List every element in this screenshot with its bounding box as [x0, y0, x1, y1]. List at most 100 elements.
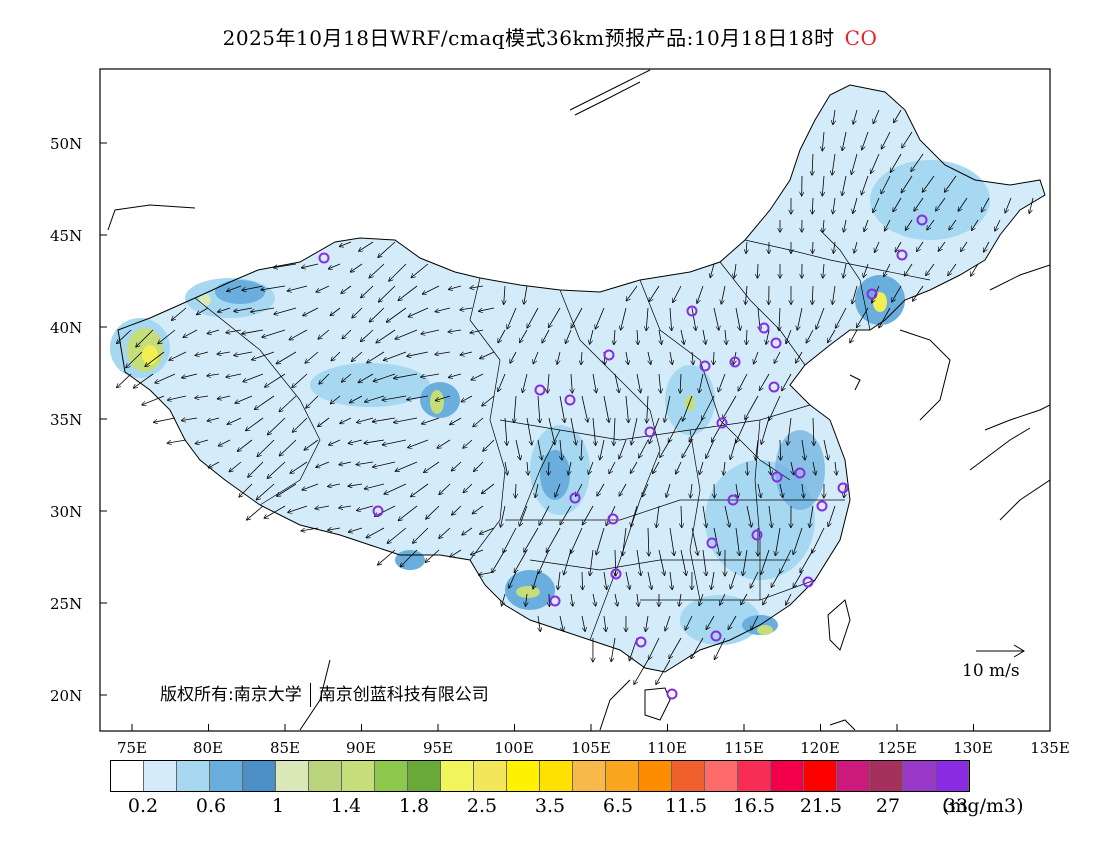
- wind-arrow: [730, 439, 737, 459]
- wind-arrow: [690, 483, 692, 498]
- wind-arrow: [842, 131, 847, 150]
- wind-arrow: [736, 483, 738, 497]
- wind-arrow: [938, 241, 946, 251]
- wind-arrow: [691, 527, 698, 555]
- legend-swatch: [243, 761, 276, 791]
- wind-arrow: [340, 417, 352, 423]
- wind-arrow: [411, 263, 429, 277]
- wind-arrow: [853, 109, 858, 124]
- wind-arrow: [812, 285, 813, 304]
- wind-arrow: [395, 461, 418, 471]
- coastlines: [107, 69, 1050, 731]
- wind-arrow: [473, 505, 484, 514]
- lon-label-85e: 85E: [269, 739, 301, 757]
- wind-arrow: [614, 373, 619, 392]
- wind-arrow: [596, 527, 605, 555]
- wind-arrow: [936, 197, 946, 211]
- wind-arrow: [757, 483, 761, 497]
- wind-arrow: [871, 153, 880, 173]
- wind-arrow: [763, 593, 770, 605]
- legend-label: 16.5: [732, 795, 776, 817]
- wind-arrow: [885, 219, 891, 231]
- wind-arrow: [387, 527, 407, 543]
- wind-arrow: [350, 395, 363, 403]
- wind-arrow: [376, 329, 396, 343]
- legend-swatch: [408, 761, 441, 791]
- legend-swatch: [705, 761, 738, 791]
- wind-arrow: [359, 373, 374, 383]
- wind-arrow: [279, 395, 297, 412]
- wind-arrow: [658, 549, 665, 575]
- wind-arrow: [822, 175, 824, 196]
- wind-arrow: [515, 483, 516, 498]
- wind-arrow: [252, 351, 275, 360]
- wind-arrow: [734, 263, 736, 278]
- wind-arrow: [361, 285, 374, 298]
- copyright-company: 南京创蓝科技有限公司: [318, 685, 489, 705]
- copyright-notice: 版权所有:南京大学 南京创蓝科技有限公司: [160, 680, 489, 707]
- wind-arrow: [134, 373, 154, 388]
- wind-arrow: [352, 307, 363, 318]
- wind-arrow: [452, 505, 462, 515]
- wind-arrow: [449, 285, 462, 289]
- wind-arrow: [470, 286, 484, 288]
- legend-label: 33: [943, 795, 969, 817]
- wind-arrow: [971, 263, 979, 276]
- wind-arrow: [436, 395, 451, 401]
- wind-arrow: [145, 351, 165, 366]
- wind-arrow: [505, 417, 507, 445]
- legend-label: 0.6: [195, 795, 227, 817]
- wind-arrow: [571, 307, 583, 328]
- wind-arrow: [619, 483, 627, 496]
- wind-arrow: [774, 351, 781, 363]
- wind-arrow: [548, 373, 550, 393]
- legend-swatch: [309, 761, 342, 791]
- axis-ticks: [100, 142, 1051, 731]
- wind-arrow: [234, 351, 253, 355]
- wind-arrow: [828, 329, 836, 342]
- legend-swatch: [936, 761, 969, 791]
- wind-arrow: [533, 571, 539, 589]
- wind-arrow: [450, 417, 462, 425]
- wind-arrow: [600, 439, 605, 460]
- wind-arrow: [398, 285, 418, 300]
- wind-arrow: [995, 219, 1001, 231]
- legend-unit: (mg/m3): [942, 795, 1024, 817]
- wind-arrow: [182, 418, 198, 421]
- wind-arrow: [780, 439, 781, 460]
- wind-arrow: [862, 131, 869, 150]
- wind-arrow: [238, 439, 253, 451]
- wind-arrow: [823, 219, 824, 232]
- wind-arrow: [473, 417, 484, 427]
- legend-swatch: [111, 761, 144, 791]
- wind-arrow: [395, 329, 418, 339]
- wind-arrow: [480, 351, 495, 359]
- wind-arrow: [560, 439, 562, 460]
- wind-arrow: [479, 571, 495, 575]
- wind-arrow: [548, 461, 549, 475]
- wind-arrow: [746, 241, 747, 253]
- wind-arrow: [735, 527, 740, 555]
- wind-arrow: [208, 329, 220, 334]
- wind-arrow: [370, 307, 385, 322]
- wind-arrow: [247, 505, 264, 520]
- wind-arrow: [656, 505, 660, 527]
- wind-scale-label: 10 m/s: [962, 661, 1020, 681]
- wind-arrow: [448, 330, 462, 332]
- wind-arrow: [378, 241, 396, 257]
- lon-label-100e: 100E: [494, 739, 534, 757]
- lon-label-90e: 90E: [345, 739, 377, 757]
- wind-arrow: [226, 373, 242, 377]
- wind-arrow: [603, 395, 609, 422]
- wind-arrow: [501, 505, 506, 527]
- wind-arrow: [394, 373, 418, 378]
- legend-swatch: [375, 761, 408, 791]
- wind-arrow: [234, 307, 253, 311]
- wind-arrow: [833, 197, 835, 214]
- wind-arrow: [117, 329, 132, 343]
- wind-arrow: [227, 417, 242, 424]
- legend-swatch: [804, 761, 837, 791]
- legend-label: 0.2: [127, 795, 159, 817]
- wind-arrow: [409, 307, 429, 317]
- wind-arrow: [836, 307, 847, 328]
